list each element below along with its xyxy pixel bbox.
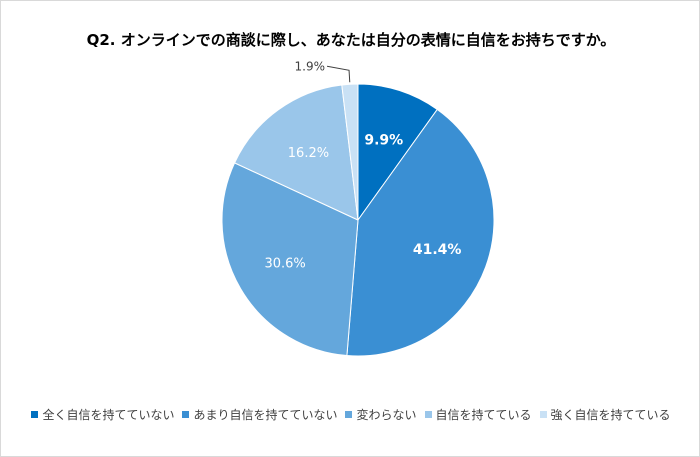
legend-item-4: 自信を持てている	[424, 406, 532, 423]
data-label-3: 30.6%	[264, 256, 305, 271]
data-label-5: 1.9%	[295, 59, 326, 73]
data-label-1: 9.9%	[364, 133, 403, 149]
chart-legend: 全く自信を持てていない あまり自信を持てていない 変わらない 自信を持てている 強く自信…	[1, 406, 699, 423]
pie-slice-5	[341, 83, 359, 221]
leader-line-5	[326, 65, 351, 83]
pie-slice-1	[357, 83, 438, 222]
data-label-2: 41.4%	[413, 242, 462, 258]
legend-item-3: 変わらない	[345, 406, 417, 423]
pie-slice-2	[346, 108, 495, 357]
legend-item-5: 強く自信を持てている	[539, 406, 671, 423]
legend-swatch-1	[31, 411, 39, 418]
pie-slice-3	[221, 162, 359, 357]
legend-swatch-4	[424, 411, 432, 418]
legend-label-3: 変わらない	[356, 408, 417, 422]
legend-swatch-2	[182, 411, 190, 418]
legend-label-4: 自信を持てている	[435, 408, 532, 422]
legend-label-1: 全く自信を持てていない	[42, 408, 175, 422]
legend-swatch-3	[345, 411, 353, 418]
legend-item-2: あまり自信を持てていない	[182, 406, 337, 423]
legend-item-1: 全く自信を持てていない	[31, 406, 174, 423]
chart-title: Q2. オンラインでの商談に際し、あなたは自分の表情に自信をお持ちですか。	[86, 31, 616, 49]
legend-swatch-5	[539, 411, 547, 418]
pie-slice-4	[233, 84, 359, 221]
data-label-4: 16.2%	[288, 146, 329, 161]
legend-label-5: 強く自信を持てている	[550, 408, 671, 422]
legend-label-2: あまり自信を持てていない	[193, 408, 338, 422]
